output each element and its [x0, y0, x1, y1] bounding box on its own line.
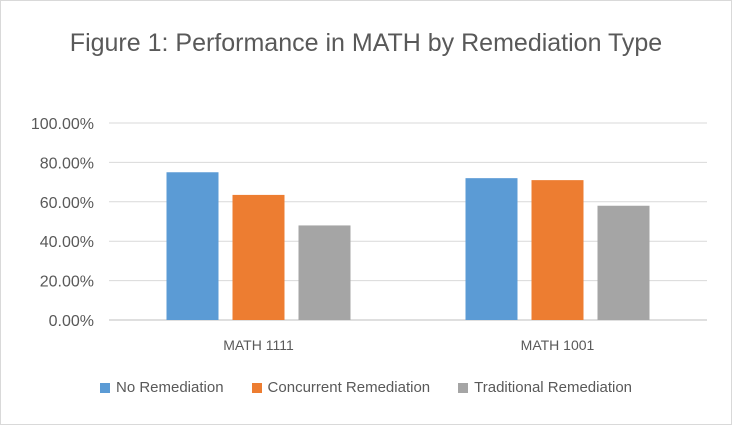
x-category-label: MATH 1111	[223, 337, 294, 353]
y-tick-label: 80.00%	[40, 155, 94, 172]
legend-item: Concurrent Remediation	[251, 379, 431, 396]
bar-no-remediation-math-1111	[166, 172, 219, 320]
legend-label: Concurrent Remediation	[267, 379, 431, 396]
bar-traditional-remediation-math-1111	[298, 225, 351, 320]
legend-swatch	[99, 382, 110, 393]
y-tick-label: 0.00%	[49, 313, 94, 330]
x-category-label: MATH 1001	[521, 337, 595, 353]
bar-traditional-remediation-math-1001	[597, 205, 650, 320]
bar-concurrent-remediation-math-1111	[232, 194, 285, 320]
bar-concurrent-remediation-math-1001	[531, 180, 584, 320]
legend-label: No Remediation	[115, 379, 224, 396]
y-tick-label: 40.00%	[40, 234, 94, 251]
legend-swatch	[251, 382, 262, 393]
legend: No Remediation Concurrent Remediation Trad…	[1, 379, 731, 396]
y-tick-label: 60.00%	[40, 195, 94, 212]
y-tick-label: 20.00%	[40, 274, 94, 291]
legend-label: Traditional Remediation	[474, 379, 632, 396]
legend-item: No Remediation	[99, 379, 224, 396]
bar-no-remediation-math-1001	[465, 178, 518, 320]
legend-item: Traditional Remediation	[458, 379, 632, 396]
y-tick-label: 100.00%	[31, 116, 94, 133]
legend-swatch	[458, 382, 469, 393]
chart-title: Figure 1: Performance in MATH by Remedia…	[69, 29, 663, 57]
